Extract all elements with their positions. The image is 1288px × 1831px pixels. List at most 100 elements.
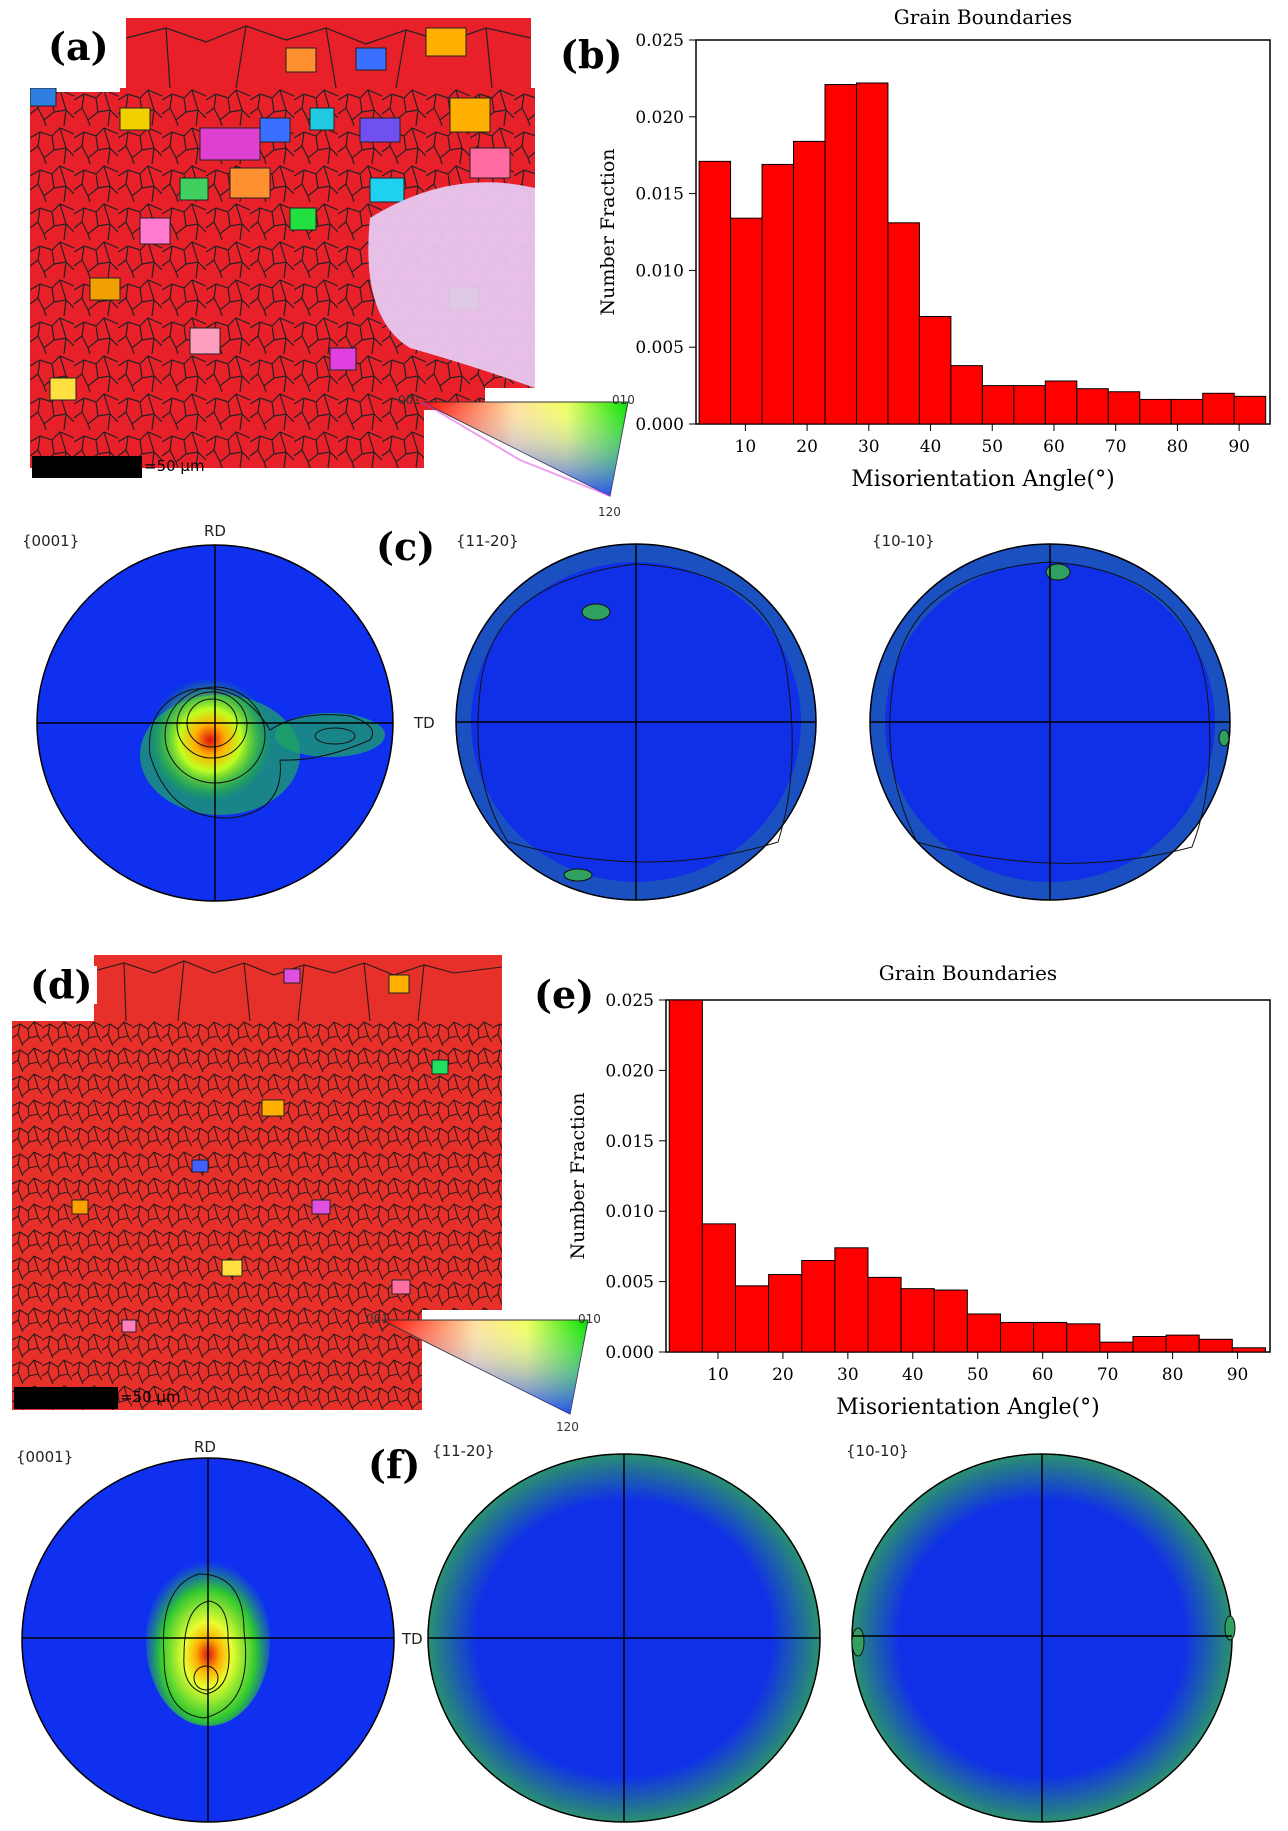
ipf-key-top-010: 010 [612,393,635,407]
chart-b-xtick-label: 10 [735,437,757,457]
ipf-key-top-001: 001 [398,393,421,407]
chart-e-ytick-label: 0.000 [605,1343,654,1363]
chart-e-ytick-label: 0.025 [605,991,654,1011]
map-d-topstrip [94,955,502,1021]
chart-e-ytick-label: 0.020 [605,1061,654,1081]
chart-e-bar [999,1321,1035,1353]
panel-label-a: (a) [44,28,113,66]
chart-e-bar [933,1289,968,1353]
chart-e-xlabel: Misorientation Angle(°) [836,1395,1099,1420]
ipf-key-top [421,401,629,497]
chart-b-bar [1139,398,1172,425]
chart-b-xtick-label: 80 [1167,437,1189,457]
chart-b-bar [1076,388,1109,425]
chart-b-bar [1107,391,1141,425]
pf-top-rd-label: RD [204,522,226,540]
panel-label-d: (d) [26,966,97,1004]
pf-bottom-prism2-label: {10-10} [846,1442,909,1460]
chart-e-bar [867,1276,902,1353]
chart-e-bar [1198,1338,1233,1353]
chart-e-bar [801,1259,836,1353]
chart-b-bar [887,222,920,425]
chart-e-bar [734,1285,770,1353]
chart-b-bar [981,385,1015,425]
chart-e-bar [1033,1321,1068,1353]
pole-figure-bottom-11-20 [427,1453,821,1823]
chart-b-bar [761,163,795,425]
chart-b-ytick-label: 0.025 [635,31,684,51]
ipf-key-bottom-120: 120 [556,1420,579,1434]
ipf-key-bottom-010: 010 [578,1312,601,1326]
chart-b-ytick-label: 0.005 [635,338,684,358]
pf-bottom-prism1-label: {11-20} [432,1442,495,1460]
pf-bottom-rd-label: RD [194,1438,216,1456]
chart-e-xtick-label: 40 [902,1365,924,1385]
chart-e-ylabel: Number Fraction [567,1092,589,1259]
scale-text-a: =50 μm [144,457,205,475]
chart-e-xtick-label: 20 [772,1365,794,1385]
scale-bar-a [32,456,142,478]
chart-b-bar [824,84,857,425]
chart-e-xtick-label: 30 [837,1365,859,1385]
chart-e-xtick-label: 80 [1162,1365,1184,1385]
chart-e-bar [966,1313,1001,1353]
chart-b-bar [950,365,983,425]
chart-b-bar [1202,392,1235,425]
chart-b-bar [918,315,952,425]
scale-bar-d [14,1387,118,1409]
pf-top-td-label: TD [414,714,435,732]
ipf-key-bottom-001: 001 [366,1312,389,1326]
chart-e-ytick-label: 0.005 [605,1273,654,1293]
chart-b-xtick-label: 50 [981,437,1003,457]
chart-b-ytick-label: 0.010 [635,261,684,281]
ipf-key-top-120: 120 [598,505,621,519]
ebsd-map-d [12,1020,502,1410]
chart-e-bar [1099,1341,1134,1353]
chart-e-bar [1165,1334,1200,1353]
panel-label-b: (b) [556,36,627,74]
chart-e-bar [768,1274,803,1353]
panel-label-f: (f) [364,1446,425,1484]
chart-b-xtick-label: 40 [920,437,942,457]
chart-b-title: Grain Boundaries [894,5,1072,29]
chart-e-bar [834,1247,869,1353]
chart-b-bar [855,82,889,425]
map-a-topstrip [126,18,531,88]
chart-b-ytick-label: 0.020 [635,108,684,128]
pole-figure-bottom-0001 [21,1457,395,1823]
pf-top-prism1-label: {11-20} [456,532,519,550]
chart-e-bar [1231,1347,1266,1353]
chart-b-bar [730,217,763,425]
pole-figure-top-10-10 [869,543,1231,901]
chart-e-xtick-label: 60 [1032,1365,1054,1385]
chart-e-bar [900,1288,935,1353]
chart-e-xtick-label: 10 [707,1365,729,1385]
chart-e-bar [1066,1323,1101,1353]
ebsd-grain-texture-d [12,1020,502,1410]
chart-b-xtick-label: 90 [1228,437,1250,457]
ebsd-map-a [30,88,535,468]
chart-b-ytick-label: 0.015 [635,185,684,205]
chart-e-bar [701,1223,736,1353]
chart-e-ytick-label: 0.010 [605,1202,654,1222]
chart-b-bar [1233,395,1267,425]
pf-top-prism2-label: {10-10} [872,532,935,550]
chart-b-bar [1013,385,1046,425]
pf-bottom-basal-label: {0001} [16,1448,74,1466]
chart-b-bar [698,160,732,425]
panel-label-e: (e) [530,976,599,1014]
chart-b-bar [793,140,826,425]
chart-e-xtick-label: 90 [1227,1365,1249,1385]
chart-b-ylabel: Number Fraction [597,148,619,315]
chart-b-bar [1044,380,1078,425]
chart-b-ytick-label: 0.000 [635,415,684,435]
chart-e-xtick-label: 50 [967,1365,989,1385]
pole-figure-bottom-10-10 [851,1453,1236,1823]
pole-figure-top-0001 [36,544,394,902]
panel-label-c: (c) [372,528,440,566]
chart-b-xtick-label: 60 [1043,437,1065,457]
pf-top-basal-label: {0001} [22,532,80,550]
chart-e-bar [668,999,703,1353]
chart-b-xtick-label: 30 [858,437,880,457]
